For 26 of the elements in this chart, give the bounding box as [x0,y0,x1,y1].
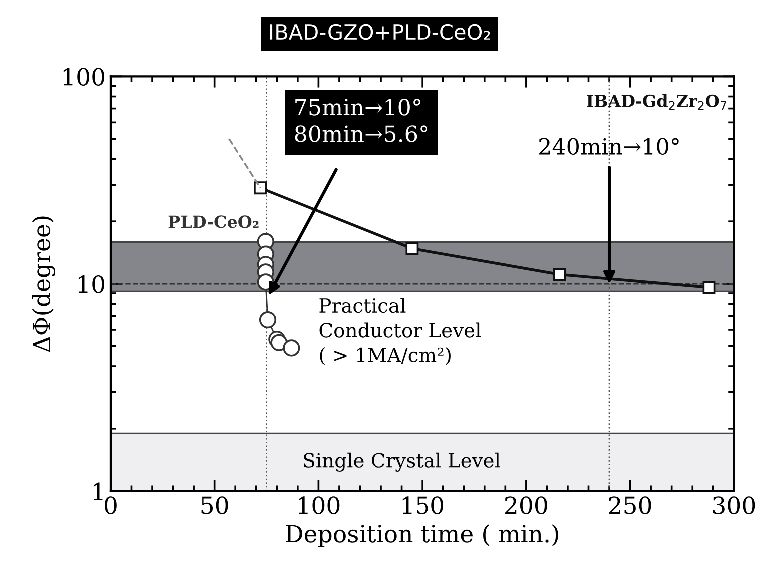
y-tick-label: 10 [78,275,105,294]
y-axis-title: ΔΦ(degree) [32,216,56,352]
x-tick-label: 50 [202,496,228,514]
y-tick-label: 100 [64,68,105,86]
point [406,242,419,256]
x-tick-label: 0 [105,496,117,514]
point [553,268,566,282]
point [259,312,277,329]
x-tick-label: 200 [505,496,548,514]
x-tick-label: 300 [713,496,756,514]
point [283,340,300,357]
series-label: PLD-CeO₂ [168,216,259,228]
x-tick-label: 250 [609,496,652,514]
band-label: Single Crystal Level [304,452,500,472]
point [702,281,716,294]
band-label: Practical Conductor Level ( > 1MA/cm²) [320,298,482,366]
x-axis-title: Deposition time ( min.) [286,524,558,548]
y-tick-label: 1 [94,482,103,500]
annotation: 240min→10° [540,138,679,156]
point [270,334,288,352]
x-tick-label: 100 [299,496,340,514]
text: IBAD-Gd$_{2}$Zr$_{2}$O$_{7}$ [587,94,726,110]
chart-title: IBAD-GZO+PLD-CeO₂ [270,24,490,40]
annotation: 75min→10° 80min→5.6° [295,99,428,142]
point [254,182,267,195]
x-tick-label: 150 [402,496,444,514]
